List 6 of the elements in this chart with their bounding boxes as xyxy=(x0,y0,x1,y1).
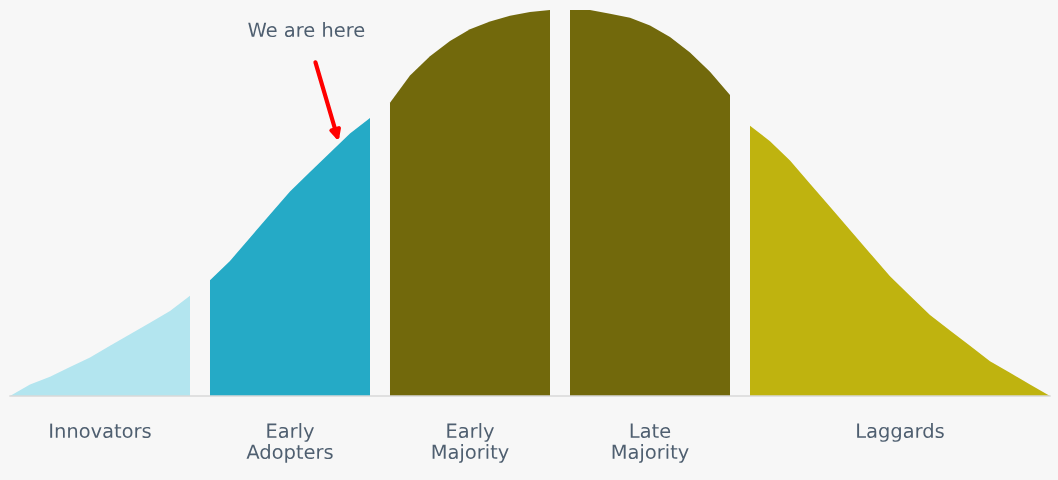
annotation: We are here xyxy=(248,22,365,38)
series-label: Early Adopters xyxy=(246,423,333,463)
series-label: Laggards xyxy=(857,423,944,442)
series-label: Late Majority xyxy=(612,423,689,463)
series-label: Early Majority xyxy=(432,423,509,463)
series-label: Innovators xyxy=(50,423,151,439)
